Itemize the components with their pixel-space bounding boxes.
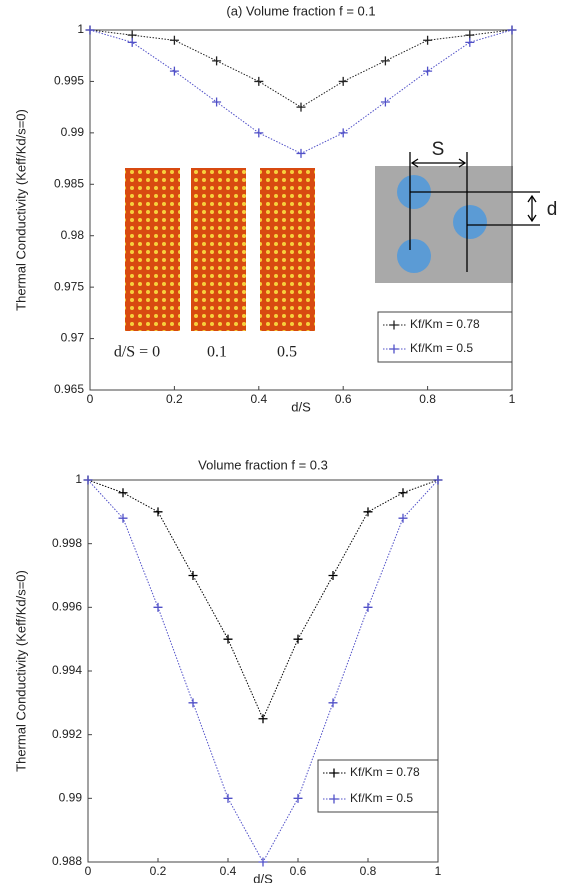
series-line <box>89 29 513 108</box>
y-tick-label: 0.965 <box>54 382 84 396</box>
data-point <box>254 76 264 86</box>
data-point <box>507 25 517 35</box>
legend-marker <box>389 344 399 354</box>
x-tick-label: 0.2 <box>166 392 183 406</box>
annotation: d <box>547 199 558 220</box>
legend-label: Kf/Km = 0.5 <box>350 791 413 805</box>
y-tick-label: 0.995 <box>54 74 84 88</box>
data-point <box>258 714 268 724</box>
data-point <box>293 793 303 803</box>
annotation: 0.1 <box>207 344 227 361</box>
y-tick-label: 0.996 <box>52 600 82 614</box>
data-point <box>338 128 348 138</box>
y-tick-label: 0.98 <box>61 228 85 242</box>
legend-box <box>377 311 513 363</box>
data-point <box>423 66 433 76</box>
data-point <box>153 602 163 612</box>
data-point <box>118 488 128 498</box>
annotation: 0.5 <box>277 344 297 361</box>
annotation: S <box>432 139 445 160</box>
data-point <box>296 148 306 158</box>
y-tick-label: 0.99 <box>59 791 83 805</box>
x-axis-label: d/S <box>253 871 273 883</box>
data-point <box>188 698 198 708</box>
data-point <box>398 513 408 523</box>
legend-label: Kf/Km = 0.5 <box>410 341 473 355</box>
legend-marker <box>389 320 399 330</box>
inset-maps <box>125 168 315 331</box>
chart-title: Volume fraction f = 0.3 <box>198 457 328 472</box>
x-tick-label: 1 <box>435 864 442 878</box>
data-point <box>328 698 338 708</box>
x-tick-label: 0.2 <box>150 864 167 878</box>
data-point <box>423 35 433 45</box>
data-point <box>254 128 264 138</box>
legend-label: Kf/Km = 0.78 <box>410 317 480 331</box>
chart-title: (a) Volume fraction f = 0.1 <box>226 3 375 18</box>
data-point <box>223 793 233 803</box>
x-tick-label: 0 <box>87 392 94 406</box>
data-point <box>127 37 137 47</box>
y-tick-label: 0.985 <box>54 176 84 190</box>
y-tick-label: 0.994 <box>52 663 82 677</box>
data-point <box>153 507 163 517</box>
data-point <box>296 102 306 112</box>
y-tick-label: 0.992 <box>52 727 82 741</box>
data-point <box>258 857 268 867</box>
data-point <box>212 56 222 66</box>
data-point <box>433 475 443 485</box>
x-axis-label: d/S <box>291 399 311 414</box>
y-tick-label: 0.99 <box>61 125 85 139</box>
legend-marker <box>329 768 339 778</box>
data-point <box>328 571 338 580</box>
x-tick-label: 0.4 <box>220 864 237 878</box>
y-tick-label: 0.97 <box>61 331 85 345</box>
data-point <box>338 76 348 86</box>
x-tick-label: 0.8 <box>419 392 436 406</box>
data-point <box>363 507 373 517</box>
data-point <box>212 97 222 107</box>
series-line <box>87 479 439 720</box>
y-tick-label: 1 <box>77 22 84 36</box>
y-tick-label: 1 <box>75 472 82 486</box>
y-tick-label: 0.975 <box>54 279 84 293</box>
data-point <box>85 25 95 35</box>
data-point <box>169 66 179 76</box>
x-tick-label: 0.8 <box>360 864 377 878</box>
legend-box <box>317 759 439 813</box>
data-point <box>380 97 390 107</box>
plot-area <box>89 29 513 391</box>
y-axis-label: Thermal Conductivity (Keff/Kd/s=0) <box>13 570 28 772</box>
y-tick-label: 0.998 <box>52 536 82 550</box>
x-tick-label: 0.6 <box>335 392 352 406</box>
y-tick-label: 0.988 <box>52 854 82 868</box>
data-point <box>293 634 303 644</box>
data-point <box>188 571 198 580</box>
annotation: d/S = 0 <box>114 344 160 361</box>
y-axis-label: Thermal Conductivity (Keff/Kd/s=0) <box>13 109 28 311</box>
x-tick-label: 0.4 <box>250 392 267 406</box>
data-point <box>363 602 373 612</box>
data-point <box>118 513 128 523</box>
data-point <box>398 488 408 498</box>
data-point <box>223 634 233 644</box>
data-point <box>465 37 475 47</box>
x-tick-label: 0.6 <box>290 864 307 878</box>
series-line <box>89 29 513 154</box>
x-tick-label: 0 <box>85 864 92 878</box>
legend-label: Kf/Km = 0.78 <box>350 765 420 779</box>
x-tick-label: 1 <box>509 392 516 406</box>
legend-marker <box>329 794 339 804</box>
data-point <box>380 56 390 66</box>
data-point <box>169 35 179 45</box>
data-point <box>83 475 93 485</box>
inset-diagram <box>375 152 540 283</box>
